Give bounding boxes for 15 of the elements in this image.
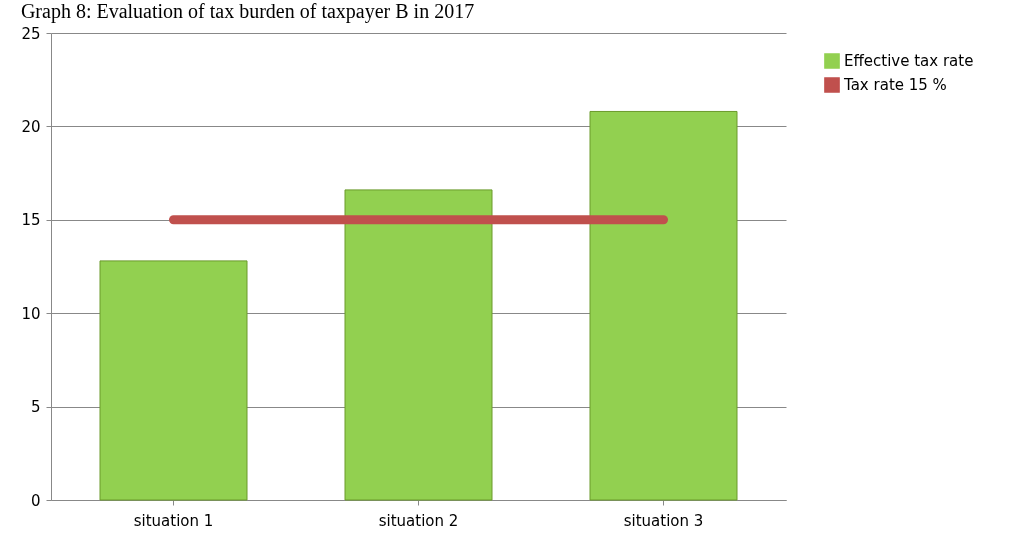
y-tick-label: 25 (21, 24, 41, 43)
y-tick-label: 20 (21, 117, 41, 136)
y-tick-label: 5 (30, 398, 41, 417)
legend-label: Effective tax rate (844, 52, 974, 70)
bar (344, 189, 493, 501)
y-tick-label: 15 (21, 211, 41, 230)
bar (589, 110, 738, 501)
x-tick-label: situation 2 (378, 511, 459, 530)
legend-label: Tax rate 15 % (843, 76, 947, 94)
y-tick-label: 10 (21, 304, 41, 323)
y-tick-label: 0 (30, 491, 41, 510)
x-tick-label: situation 3 (623, 511, 704, 530)
bar (99, 260, 248, 501)
chart-title: Graph 8: Evaluation of tax burden of taxpayer B in 2017 (20, 0, 475, 23)
x-tick-label: situation 1 (133, 511, 214, 530)
